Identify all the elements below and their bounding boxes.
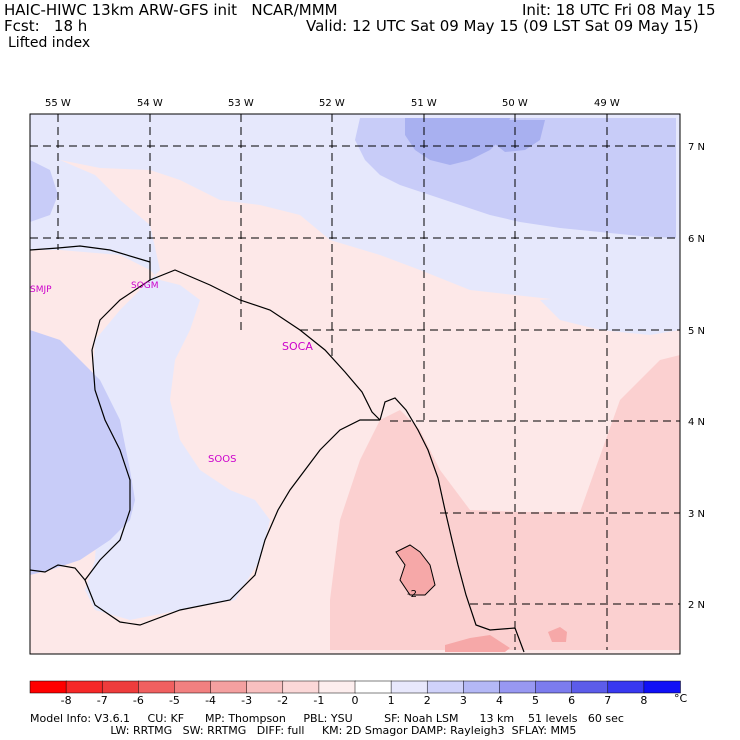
station-labels: SMJP SOGM SOCA SOOS	[30, 281, 313, 465]
station-sogm: SOGM	[131, 281, 159, 291]
blue-region-east	[540, 285, 680, 335]
model-info-line2: LW: RRTMG SW: RRTMG DIFF: full KM: 2D Sm…	[30, 724, 577, 737]
model-title: HAIC-HIWC 13km ARW-GFS init NCAR/MMM	[4, 1, 338, 19]
border-path-3	[29, 279, 151, 581]
valid-time: Valid: 12 UTC Sat 09 May 15 (09 LST Sat …	[306, 17, 699, 35]
colorbar-tick-label: -2	[277, 694, 289, 707]
lon-label: 55 W	[45, 98, 71, 109]
lon-label: 52 W	[319, 98, 345, 109]
colorbar-swatch	[282, 680, 320, 694]
station-soca: SOCA	[282, 340, 313, 353]
lon-label: 51 W	[411, 98, 437, 109]
blue-region-west	[30, 160, 270, 620]
colorbar-tick-label: -4	[205, 694, 217, 707]
colorbar-tick-label: 4	[495, 694, 503, 707]
colorbar-tick-label: 5	[532, 694, 540, 707]
border-path-2	[379, 397, 525, 653]
colorbar-swatch	[210, 680, 248, 694]
contour-minus2	[395, 544, 436, 596]
lat-label: 4 N	[688, 417, 705, 428]
lat-label: 6 N	[688, 234, 705, 245]
contour-label: -2	[407, 589, 417, 600]
lon-label: 50 W	[502, 98, 528, 109]
lon-label: 53 W	[228, 98, 254, 109]
colorbar-swatch	[174, 680, 212, 694]
colorbar-tick-label: 8	[640, 694, 648, 707]
blue-region-north-strong-2	[470, 120, 545, 152]
colorbar-swatch	[354, 680, 392, 694]
colorbar-tick-label: -7	[96, 694, 108, 707]
colorbar-tick-label: 7	[604, 694, 612, 707]
border-path-4	[84, 419, 380, 626]
colorbar-swatch	[463, 680, 501, 694]
station-soos: SOOS	[208, 454, 236, 465]
station-smjp: SMJP	[30, 285, 52, 295]
pink-region-deeper	[396, 545, 435, 595]
colorbar-swatch	[607, 680, 645, 694]
coastline-borders	[29, 245, 525, 653]
colorbar-tick-label: 2	[423, 694, 431, 707]
colorbar-swatch	[29, 680, 67, 694]
colorbar-tick-label: -5	[168, 694, 180, 707]
colorbar-swatch	[643, 680, 681, 694]
colorbar-tick-label: 0	[351, 694, 359, 707]
map-frame	[29, 113, 681, 655]
colorbar-swatch	[499, 680, 537, 694]
lat-label: 7 N	[688, 142, 705, 153]
colorbar-tick-label: 3	[459, 694, 467, 707]
lon-label: 54 W	[137, 98, 163, 109]
colorbar-swatch	[138, 680, 176, 694]
colorbar-tick-label: -8	[60, 694, 72, 707]
colorbar-tick-label: -3	[241, 694, 253, 707]
pink-region-deeper-2	[445, 635, 510, 652]
colorbar-swatch	[390, 680, 428, 694]
colorbar-swatch	[318, 680, 356, 694]
colorbar-swatch	[101, 680, 140, 694]
colorbar-swatch	[246, 680, 284, 694]
colorbar	[29, 680, 681, 694]
longitude-labels: 55 W 54 W 53 W 52 W 51 W 50 W 49 W	[45, 98, 620, 109]
colorbar-swatch	[535, 680, 573, 694]
lat-label: 2 N	[688, 600, 705, 611]
colorbar-tick-label: -6	[132, 694, 144, 707]
lon-label: 49 W	[594, 98, 620, 109]
init-time: Init: 18 UTC Fri 08 May 15	[522, 1, 716, 19]
colorbar-tick-label: -1	[313, 694, 325, 707]
colorbar-tick-label: 6	[568, 694, 576, 707]
colorbar-tick-label: 1	[387, 694, 395, 707]
lat-lon-grid	[30, 114, 680, 650]
model-info-line1: Model Info: V3.6.1 CU: KF MP: Thompson P…	[30, 712, 624, 725]
pink-region-deeper-3	[548, 627, 567, 642]
lat-label: 3 N	[688, 509, 705, 520]
colorbar-swatch	[426, 680, 465, 694]
blue-region-west-top	[30, 160, 58, 222]
colorbar-swatch	[65, 680, 103, 694]
colorbar-swatch	[571, 680, 609, 694]
field-name: Lifted index	[8, 35, 91, 51]
forecast-hour: Fcst: 18 h	[4, 17, 88, 35]
lat-label: 5 N	[688, 326, 705, 337]
blue-region-west-mid	[30, 330, 135, 575]
border-path-1	[29, 245, 381, 421]
colorbar-unit: °C	[674, 692, 688, 705]
latitude-labels: 7 N 6 N 5 N 4 N 3 N 2 N	[688, 142, 705, 611]
